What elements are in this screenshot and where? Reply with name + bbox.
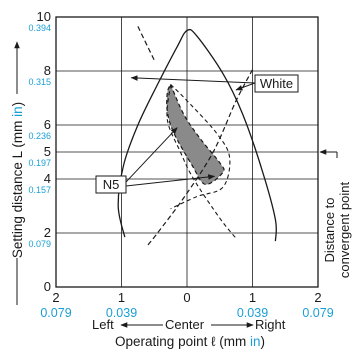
x-tick-label-in: 0.039 (237, 306, 268, 320)
x-tick-label-mm: 1 (249, 290, 256, 305)
series-layer (117, 26, 278, 246)
y-tick-label-mm: 6 (44, 117, 51, 132)
direction-left-label: Left (92, 317, 114, 332)
x-axis-label-main: Operating point ℓ (mm (115, 334, 250, 349)
x-axis-label-unit: in (250, 334, 261, 349)
white-outer-curve (117, 28, 278, 242)
y-tick-label-in: 0.079 (28, 239, 51, 249)
y-tick-label-mm: 8 (44, 63, 51, 78)
n5-region (166, 82, 225, 186)
plot-frame (55, 16, 319, 288)
white-callout-label: White (260, 76, 293, 91)
plot-border (55, 16, 319, 288)
y-tick-label-in: 0.315 (28, 77, 51, 87)
side-label-line1: Distance to (322, 197, 337, 262)
direction-right-label: Right (255, 317, 286, 332)
n5-callout-arrow (125, 127, 178, 183)
y-axis-label-unit: in (10, 106, 25, 117)
x-axis-label-close: ) (260, 334, 265, 349)
x-tick-label-mm: 2 (314, 290, 321, 305)
y-axis-label-close: ) (10, 102, 25, 107)
n5-callout-arrow (125, 174, 216, 187)
y-axis-label: Setting distance L (mm in) (10, 102, 25, 258)
x-tick-label-mm: 1 (118, 290, 125, 305)
n5-left-curve (166, 84, 237, 239)
x-tick-label-in: 0.079 (302, 306, 333, 320)
white-callout-arrow (130, 75, 256, 84)
y-tick-label-mm: 10 (37, 9, 51, 24)
x-axis-label: Operating point ℓ (mm in) (115, 334, 265, 349)
callout-layer: White N5 (95, 74, 299, 194)
n5-callout-label: N5 (103, 177, 120, 192)
n5-callout-box (95, 175, 127, 194)
direction-center-label: Center (165, 317, 205, 332)
y-tick-label-mm: 0 (44, 279, 51, 294)
white-callout-arrow (235, 82, 256, 91)
y-tick-label-in: 0.394 (28, 23, 51, 33)
side-label-group: Distance to convergent point (322, 182, 352, 279)
y-tick-label-mm: 4 (44, 171, 51, 186)
y-tick-label-in: 0.157 (28, 185, 51, 195)
y-tick-label-mm: 5 (44, 144, 51, 159)
x-tick-label-in: 0.079 (40, 306, 71, 320)
n5-right-curve (170, 84, 231, 210)
side-label-line2: convergent point (337, 182, 352, 279)
y-tick-label-in: 0.197 (28, 158, 51, 168)
y-tick-label-in: 0.236 (28, 131, 51, 141)
x-tick-label-in: 0.039 (106, 306, 137, 320)
y-tick-label-mm: 2 (44, 225, 51, 240)
x-tick-label-mm: 0 (183, 290, 190, 305)
white-tail-curve (137, 26, 155, 61)
y-axis-label-group: Setting distance L (mm in) (10, 102, 25, 258)
x-tick-label-mm: 2 (52, 290, 59, 305)
y-axis-label-main: Setting distance L (mm (10, 117, 25, 258)
